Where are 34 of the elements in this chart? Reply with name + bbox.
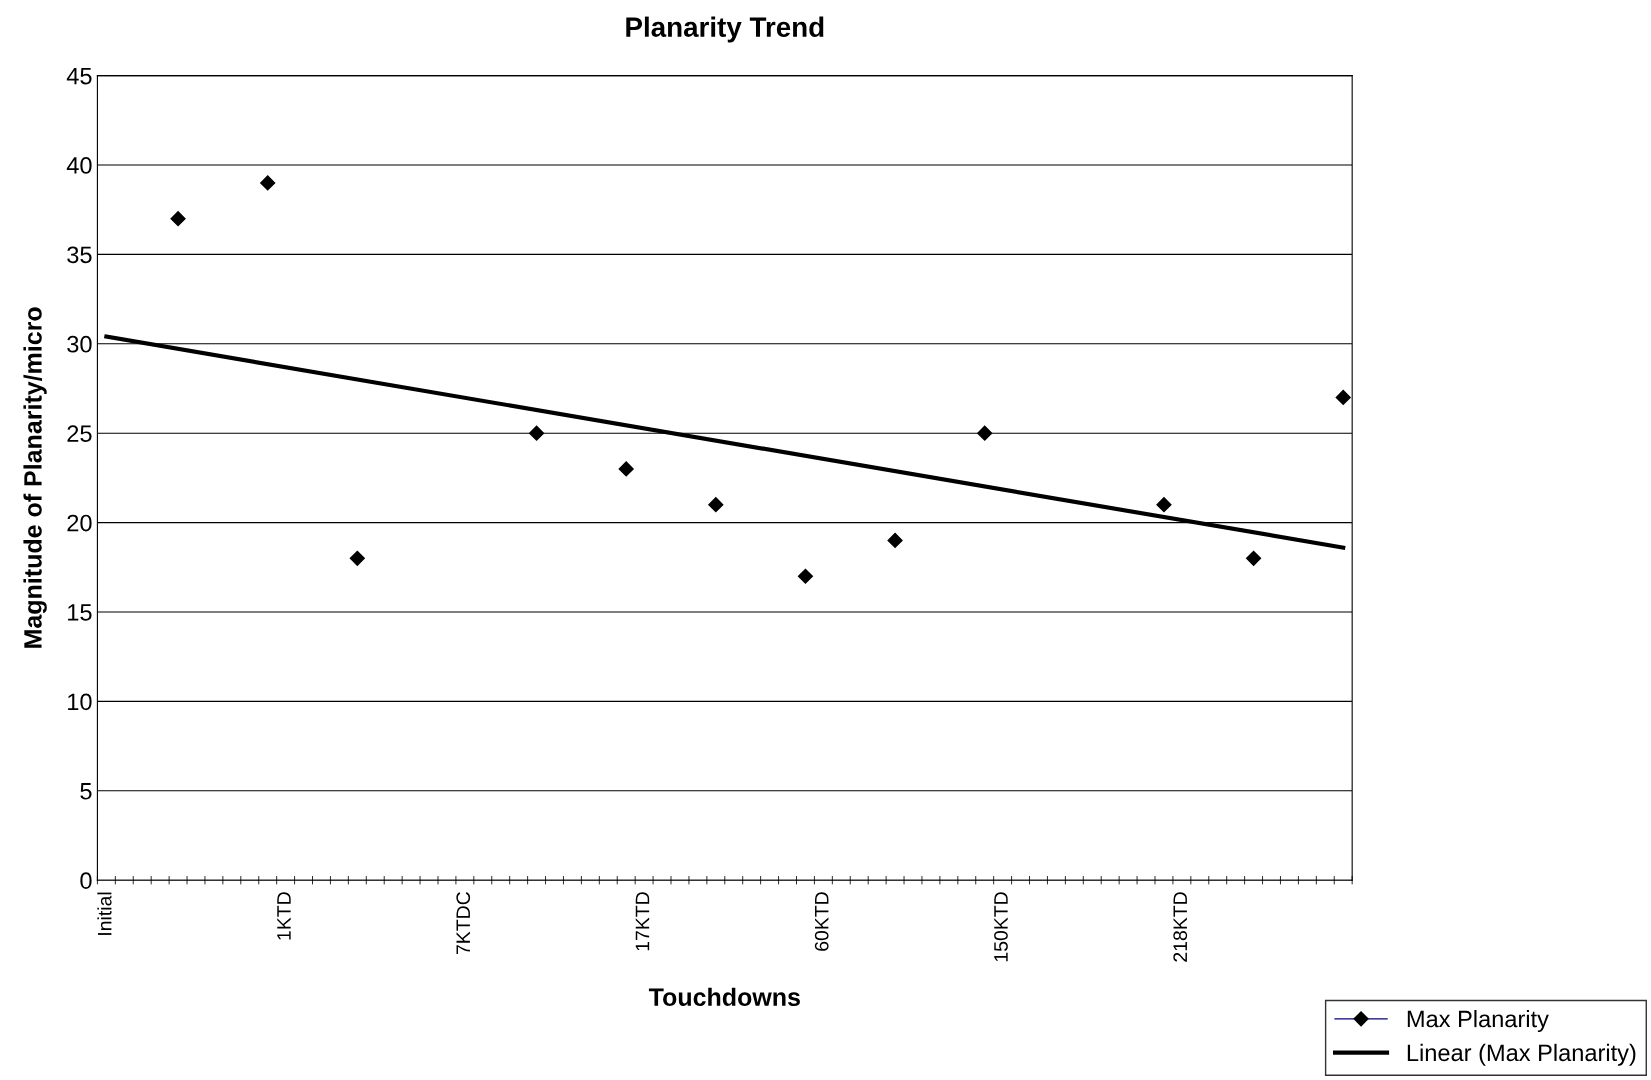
point xyxy=(1246,550,1262,566)
y-tick-label: 25 xyxy=(67,425,92,442)
x-axis-title: Touchdowns xyxy=(648,987,800,1006)
legend-label: Linear (Max Planarity) xyxy=(1407,1043,1636,1066)
y-axis-title: Magnitude of Planarity/micro xyxy=(23,307,47,648)
y-tick-label: 45 xyxy=(66,67,92,85)
point xyxy=(887,532,903,549)
y-tick-label: 5 xyxy=(80,783,92,800)
point xyxy=(260,175,276,191)
point xyxy=(1156,497,1172,513)
x-tick-label: 7KTDC xyxy=(456,892,471,955)
x-tick-label: 17KTD xyxy=(635,892,650,951)
x-tick-label: 1KTD xyxy=(277,892,291,940)
x-tick-label: 150KTD xyxy=(994,892,1008,962)
y-tick-label: 40 xyxy=(66,157,92,174)
chart-title: Planarity Trend xyxy=(626,16,824,43)
x-tick-label: Initial xyxy=(97,892,112,935)
y-tick-label: 20 xyxy=(67,514,92,532)
point xyxy=(349,550,365,566)
point xyxy=(618,461,634,477)
point xyxy=(1335,389,1351,406)
point xyxy=(797,568,814,584)
y-tick-label: 35 xyxy=(67,246,92,264)
x-tick-label: 218KTD xyxy=(1173,892,1188,962)
point xyxy=(170,211,186,227)
y-tick-label: 30 xyxy=(67,335,92,353)
y-tick-label: 10 xyxy=(68,693,92,711)
x-tick-label: 60KTD xyxy=(814,892,829,951)
y-tick-label: 15 xyxy=(68,604,92,621)
point xyxy=(708,497,724,513)
y-tick-label: 0 xyxy=(80,872,92,889)
point xyxy=(977,425,993,441)
point xyxy=(529,425,545,441)
legend-label: Max Planarity xyxy=(1407,1010,1549,1033)
